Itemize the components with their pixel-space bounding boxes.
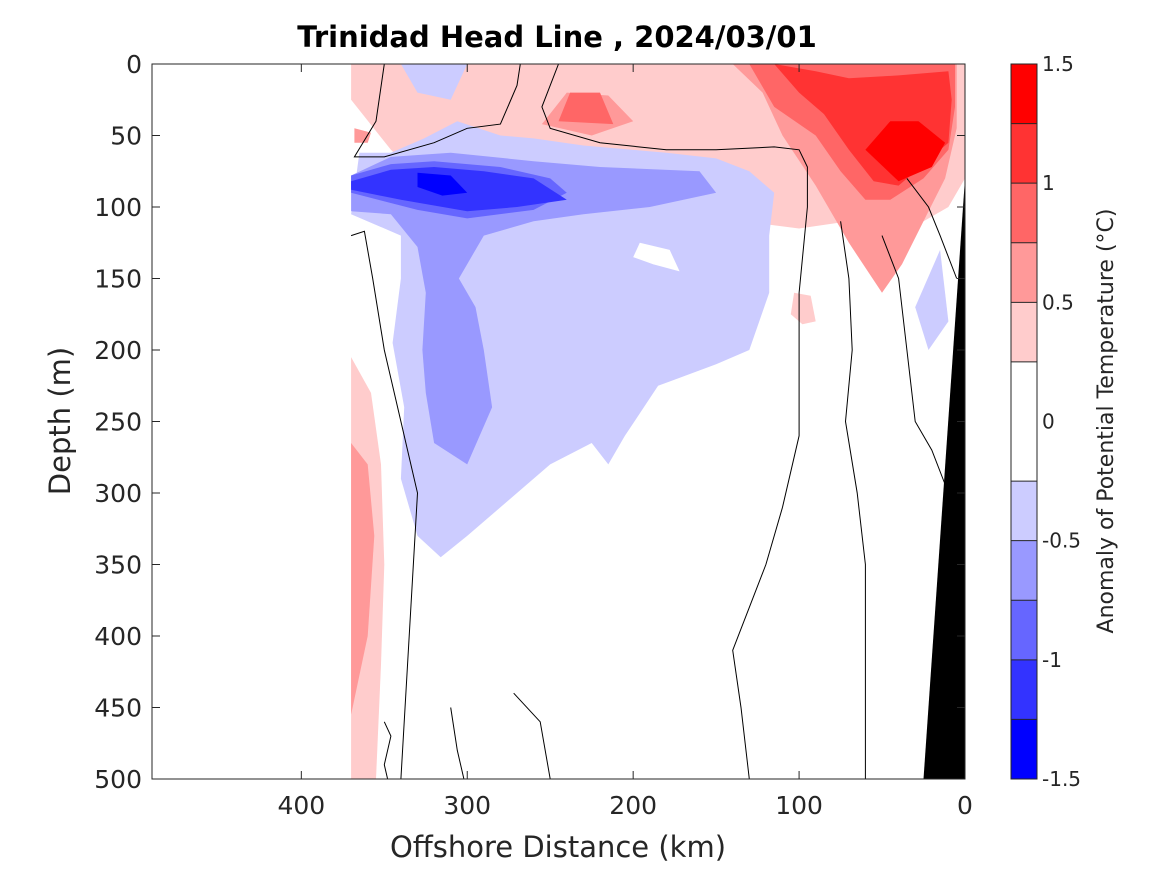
- anomaly-region-10: [865, 121, 946, 182]
- y-tick-label: 150: [94, 265, 142, 294]
- zero-contour-7: [881, 235, 949, 494]
- colorbar-swatch: [1011, 64, 1037, 124]
- y-tick-label: 300: [94, 479, 142, 508]
- colorbar-swatch: [1011, 302, 1037, 362]
- y-axis-label: Depth (m): [43, 347, 77, 495]
- y-tick-label: 250: [94, 408, 142, 437]
- y-tick-label: 450: [94, 694, 142, 723]
- anomaly-region-2: [790, 292, 816, 325]
- y-tick-label: 50: [110, 122, 142, 151]
- colorbar-swatch: [1011, 481, 1037, 541]
- colorbar-tick-label: 1.5: [1042, 52, 1074, 76]
- colorbar-tick-label: -1.5: [1042, 767, 1081, 791]
- colorbar-swatch: [1011, 361, 1037, 482]
- zero-contour-5: [513, 692, 551, 779]
- x-axis: 400 300 200 100 0: [277, 64, 973, 820]
- colorbar-tick-label: 1: [1042, 171, 1055, 195]
- colorbar-swatch: [1011, 659, 1037, 720]
- colorbar-tick-label: 0: [1042, 410, 1055, 434]
- y-tick-label: 100: [94, 193, 142, 222]
- zero-contour-6: [840, 221, 866, 779]
- zero-contour-8: [906, 178, 958, 279]
- anomaly-region-4: [351, 443, 375, 715]
- colorbar-label: Anomaly of Potential Temperature (°C): [1094, 209, 1119, 634]
- colorbar-swatch: [1011, 540, 1037, 601]
- x-tick-label: 300: [443, 791, 491, 820]
- zero-contour-0: [353, 64, 521, 158]
- y-tick-label: 500: [94, 765, 142, 794]
- colorbar-swatch: [1011, 719, 1037, 779]
- anomaly-region-18: [633, 242, 680, 272]
- colorbar: -1.5 -1 -0.5 0 0.5 1 1.5: [1010, 52, 1081, 791]
- anomaly-region-13: [915, 249, 949, 350]
- y-tick-label: 0: [126, 50, 142, 79]
- y-axis: 0 50 100 150 200 250 300 350 400 450 500: [94, 50, 965, 794]
- x-axis-label: Offshore Distance (km): [390, 830, 726, 864]
- anomaly-region-14: [351, 152, 717, 465]
- zero-contour-3: [383, 721, 392, 779]
- x-tick-label: 100: [775, 791, 823, 820]
- x-tick-label: 200: [609, 791, 657, 820]
- colorbar-swatch: [1011, 183, 1037, 243]
- anomaly-field: [351, 64, 965, 779]
- colorbar-swatch: [1011, 242, 1037, 303]
- zero-contour-2: [350, 230, 419, 779]
- x-tick-label: 400: [277, 791, 325, 820]
- zero-contour-4: [450, 707, 465, 779]
- colorbar-tick-label: 0.5: [1042, 290, 1074, 314]
- colorbar-frame: [1010, 63, 1038, 780]
- colorbar-swatch: [1011, 600, 1037, 660]
- seafloor-shape: [923, 178, 965, 779]
- x-tick-label: 0: [957, 791, 973, 820]
- colorbar-tick-label: -1: [1042, 648, 1062, 672]
- y-tick-label: 400: [94, 622, 142, 651]
- anomaly-region-17: [417, 172, 468, 196]
- anomaly-region-7: [558, 92, 614, 125]
- chart-title: Trinidad Head Line , 2024/03/01: [297, 20, 817, 54]
- anomaly-region-3: [354, 128, 371, 143]
- colorbar-swatch: [1011, 123, 1037, 184]
- zero-contour-lines: [350, 64, 958, 779]
- y-tick-label: 350: [94, 551, 142, 580]
- anomaly-region-12: [400, 64, 468, 100]
- bathymetry: [923, 178, 965, 779]
- zero-contour-1: [541, 64, 808, 779]
- y-tick-label: 200: [94, 336, 142, 365]
- colorbar-tick-label: -0.5: [1042, 529, 1081, 553]
